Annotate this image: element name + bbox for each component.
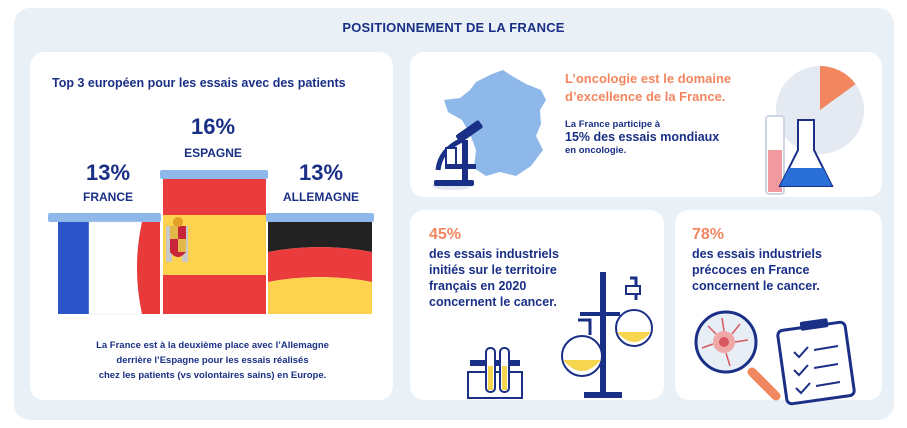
france-percent: 13% — [85, 160, 131, 185]
stat-45-percent: 45% — [429, 226, 462, 243]
france-label: FRANCE — [83, 190, 133, 204]
podium-note-line: La France est à la deuxième place avec l… — [96, 340, 329, 351]
oncology-heading-line: d’excellence de la France. — [565, 89, 726, 104]
stat-45-line: concernent le cancer. — [429, 295, 557, 309]
stat-78-text: des essais industriels précoces en Franc… — [692, 246, 872, 294]
clipboard-icon — [776, 318, 856, 406]
stat-45-line: des essais industriels — [429, 247, 559, 261]
podium-note-line: derrière l’Espagne pour les essais réali… — [116, 355, 309, 366]
stat-card-45 — [410, 210, 664, 400]
lab-stand-icon — [561, 272, 653, 398]
oncology-text-line: La France participe à — [565, 119, 661, 130]
oncology-highlight: 15% des essais mondiaux — [565, 130, 720, 144]
flask-icon — [765, 115, 834, 195]
stat-45-text: des essais industriels initiés sur le te… — [429, 246, 589, 310]
podium-note-line: chez les patients (vs volontaires sains)… — [98, 370, 327, 381]
podium-heading: Top 3 européen pour les essais avec des … — [52, 76, 346, 90]
test-tubes-icon — [467, 347, 523, 399]
magnifying-glass-icon — [694, 310, 781, 401]
germany-flag-icon — [266, 213, 374, 314]
spain-label: ESPAGNE — [184, 146, 242, 160]
microscope-icon — [432, 120, 483, 190]
oncology-heading-line: L’oncologie est le domaine — [565, 71, 732, 86]
stat-78-line: concernent le cancer. — [692, 279, 820, 293]
france-flag-icon — [48, 213, 161, 315]
oncology-text: La France participe à 15% des essais mon… — [565, 118, 755, 157]
oncology-heading: L’oncologie est le domaine d’excellence … — [565, 70, 780, 106]
germany-label: ALLEMAGNE — [283, 190, 359, 204]
stat-45-line: français en 2020 — [429, 279, 527, 293]
oncology-text-line: en oncologie. — [565, 145, 627, 156]
podium-note: La France est à la deuxième place avec l… — [40, 338, 385, 383]
spain-percent: 16% — [190, 114, 236, 139]
stat-78-line: des essais industriels — [692, 247, 822, 261]
stat-78-line: précoces en France — [692, 263, 810, 277]
coat-of-arms-icon — [166, 217, 188, 262]
germany-percent: 13% — [298, 160, 344, 185]
stat-45-line: initiés sur le territoire — [429, 263, 557, 277]
spain-flag-icon — [160, 170, 268, 314]
page-title: POSITIONNEMENT DE LA FRANCE — [342, 20, 565, 35]
france-map-icon — [444, 70, 546, 176]
stat-78-percent: 78% — [692, 226, 725, 243]
